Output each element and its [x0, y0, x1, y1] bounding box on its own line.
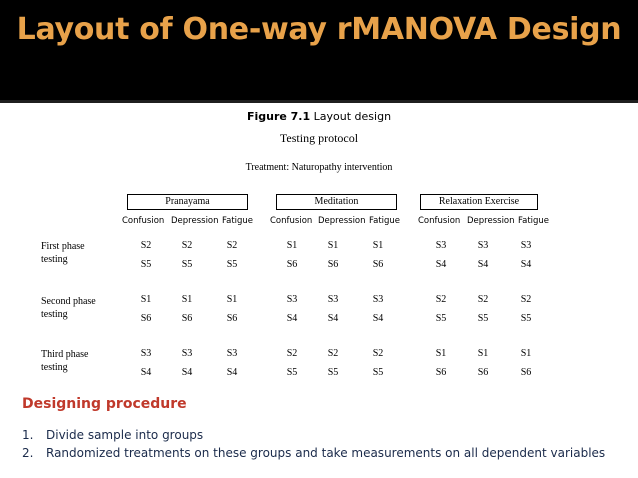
subject-cell: S1 [226, 294, 238, 305]
subject-cell: S2 [286, 348, 298, 359]
phase-label-first: First phase testing [41, 241, 85, 265]
slide-title: Layout of One-way rMANOVA Design [16, 12, 622, 47]
subject-cell: S5 [226, 259, 238, 270]
list-item: 1. Divide sample into groups [22, 428, 203, 442]
subject-cell: S6 [435, 367, 447, 378]
subject-cell: S5 [435, 313, 447, 324]
treatment-label: Treatment: Naturopathy intervention [245, 162, 393, 173]
subject-cell: S6 [226, 313, 238, 324]
subject-cell: S2 [226, 240, 238, 251]
subject-cell: S6 [372, 259, 384, 270]
subject-cell: S2 [477, 294, 489, 305]
subject-cell: S4 [435, 259, 447, 270]
subject-cell: S4 [181, 367, 193, 378]
subject-cell: S5 [520, 313, 532, 324]
subject-cell: S5 [140, 259, 152, 270]
figure-caption-text: Layout design [310, 110, 392, 123]
list-item-number: 1. [22, 428, 34, 442]
subject-cell: S3 [181, 348, 193, 359]
testing-protocol-label: Testing protocol [279, 131, 359, 145]
subject-cell: S3 [435, 240, 447, 251]
subject-cell: S4 [327, 313, 339, 324]
subject-cell: S1 [372, 240, 384, 251]
phase-label-second: Second phase testing [41, 296, 96, 320]
subject-cell: S6 [477, 367, 489, 378]
subject-cell: S4 [372, 313, 384, 324]
col-header-confusion: Confusion [270, 216, 313, 226]
col-header-fatigue: Fatigue [518, 216, 550, 226]
list-item: 2. Randomized treatments on these groups … [22, 446, 605, 460]
col-header-depression: Depression [171, 216, 219, 226]
col-header-depression: Depression [467, 216, 515, 226]
subject-cell: S5 [327, 367, 339, 378]
col-header-confusion: Confusion [418, 216, 461, 226]
subject-cell: S4 [140, 367, 152, 378]
subject-cell: S2 [140, 240, 152, 251]
figure-caption: Figure 7.1 Layout design [0, 110, 638, 123]
col-header-fatigue: Fatigue [369, 216, 401, 226]
subject-cell: S6 [181, 313, 193, 324]
subject-cell: S2 [372, 348, 384, 359]
list-item-text: Randomized treatments on these groups an… [46, 446, 606, 460]
subject-cell: S5 [181, 259, 193, 270]
title-bar [0, 0, 638, 100]
list-item-text: Divide sample into groups [46, 428, 204, 442]
subject-cell: S4 [520, 259, 532, 270]
subject-cell: S3 [226, 348, 238, 359]
list-item-number: 2. [22, 446, 34, 460]
title-divider [0, 100, 638, 103]
subject-cell: S6 [327, 259, 339, 270]
subject-cell: S2 [327, 348, 339, 359]
group-box-meditation: Meditation [276, 194, 397, 210]
subject-cell: S1 [327, 240, 339, 251]
subject-cell: S1 [181, 294, 193, 305]
subject-cell: S1 [286, 240, 298, 251]
col-header-fatigue: Fatigue [222, 216, 254, 226]
figure-label: Figure 7.1 [246, 110, 311, 123]
subject-cell: S3 [140, 348, 152, 359]
subject-cell: S3 [520, 240, 532, 251]
subject-cell: S1 [520, 348, 532, 359]
subject-cell: S1 [140, 294, 152, 305]
subject-cell: S3 [286, 294, 298, 305]
col-header-depression: Depression [318, 216, 366, 226]
subject-cell: S1 [477, 348, 489, 359]
subject-cell: S4 [477, 259, 489, 270]
subject-cell: S2 [435, 294, 447, 305]
subject-cell: S4 [226, 367, 238, 378]
section-heading: Designing procedure [22, 396, 187, 412]
subject-cell: S5 [286, 367, 298, 378]
subject-cell: S5 [477, 313, 489, 324]
subject-cell: S4 [286, 313, 298, 324]
group-box-pranayama: Pranayama [127, 194, 248, 210]
subject-cell: S6 [520, 367, 532, 378]
group-box-relaxation: Relaxation Exercise [420, 194, 538, 210]
subject-cell: S3 [372, 294, 384, 305]
subject-cell: S5 [372, 367, 384, 378]
subject-cell: S2 [520, 294, 532, 305]
subject-cell: S2 [181, 240, 193, 251]
phase-label-third: Third phase testing [41, 349, 89, 373]
subject-cell: S6 [140, 313, 152, 324]
col-header-confusion: Confusion [122, 216, 165, 226]
subject-cell: S1 [435, 348, 447, 359]
subject-cell: S6 [286, 259, 298, 270]
subject-cell: S3 [477, 240, 489, 251]
subject-cell: S3 [327, 294, 339, 305]
